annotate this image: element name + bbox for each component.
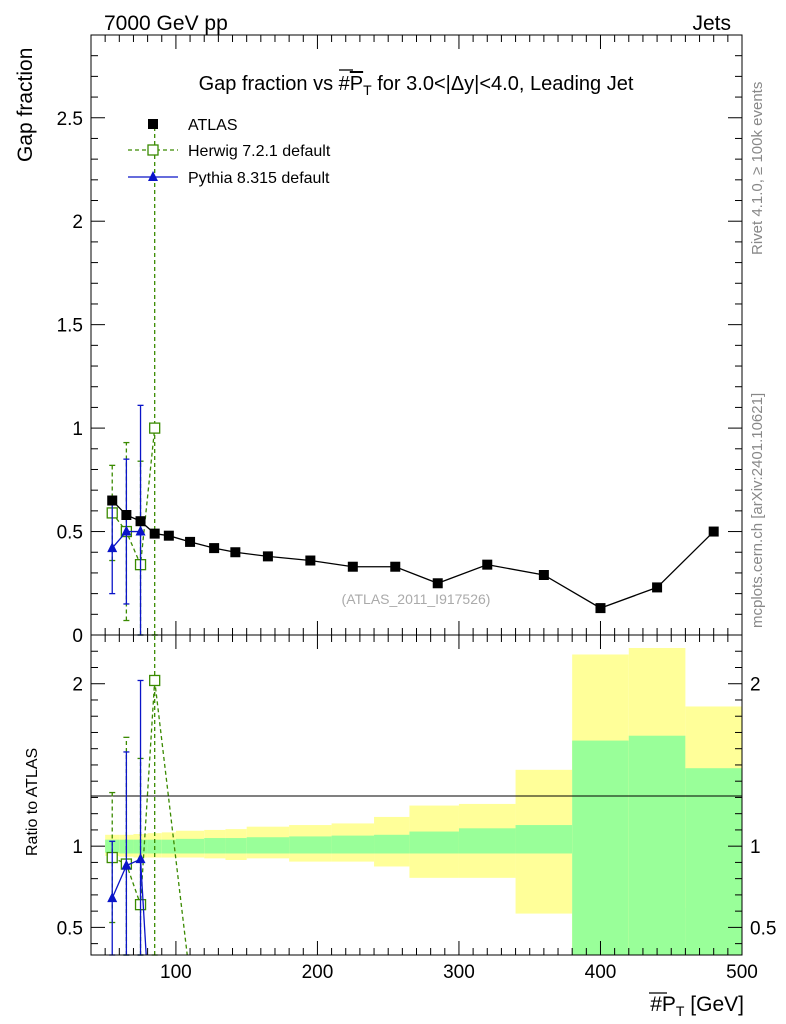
inner-uncertainty-band [374, 834, 410, 854]
ratio-y-tick-label: 0.5 [57, 918, 83, 939]
x-tick-label: 200 [302, 962, 334, 983]
data-point [262, 551, 273, 562]
inner-uncertainty-band [628, 735, 686, 955]
inner-uncertainty-band [289, 836, 332, 854]
inner-uncertainty-band [204, 838, 226, 854]
inner-uncertainty-band [225, 838, 247, 854]
main-watermark: (ATLAS_2011_I917526) [342, 591, 491, 607]
inner-uncertainty-band [458, 828, 516, 854]
ratio-bands [105, 647, 742, 955]
inner-uncertainty-band [161, 839, 176, 854]
xlabel-prefix: # [650, 993, 662, 1016]
ratio-series-line [111, 680, 156, 905]
main-y-tick-labels: 0 0.5 1 1.5 2 2.5 [57, 109, 83, 647]
main-y-axis-label: Gap fraction [14, 48, 37, 162]
series-line [111, 428, 156, 568]
data-point [595, 603, 606, 614]
main-y-tick-label: 2.5 [57, 109, 83, 130]
data-point [538, 570, 549, 580]
data-point [482, 559, 493, 570]
x-tick-label: 500 [726, 962, 758, 983]
ratio-y-tick-label-right: 1 [750, 837, 761, 858]
side-label-bottom: mcplots.cern.ch [arXiv:2401.10621] [749, 393, 766, 628]
data-point [135, 516, 146, 527]
inner-uncertainty-band [572, 740, 629, 955]
legend-herwig-label: Herwig 7.2.1 default [188, 143, 331, 160]
data-point [209, 543, 220, 554]
x-tick-labels: 100 200 300 400 500 [160, 962, 758, 983]
x-tick-label: 300 [443, 962, 475, 983]
main-y-tick-label: 0 [72, 626, 83, 647]
legend-pythia-label: Pythia 8.315 default [188, 170, 330, 187]
main-y-tick-label: 2 [72, 212, 83, 233]
ratio-series-line-extension [139, 859, 147, 956]
inner-uncertainty-band [515, 825, 573, 854]
data-point [163, 530, 174, 541]
inner-uncertainty-band [175, 838, 205, 854]
process-label: Jets [692, 12, 731, 35]
title-suffix: for 3.0<|Δy|<4.0, Leading Jet [372, 73, 634, 95]
legend-herwig-marker [147, 144, 159, 156]
data-point [135, 853, 146, 864]
xlabel-subscript: T [676, 1003, 685, 1019]
herwig-series [106, 127, 161, 636]
data-point [107, 542, 118, 553]
data-point [149, 528, 160, 539]
ratio-y-tick-label-right: 2 [750, 675, 761, 696]
atlas-series [107, 495, 719, 614]
ratio-y-tick-labels: 0.5 0.5 1 1 2 2 [57, 675, 777, 940]
data-point [107, 495, 118, 506]
main-y-tick-label: 1.5 [57, 316, 83, 337]
data-point [305, 555, 316, 566]
data-point [121, 510, 132, 520]
data-point [149, 422, 161, 434]
inner-uncertainty-band [409, 831, 459, 854]
main-title: Gap fraction vs #PT for 3.0<|Δy|<4.0, Le… [199, 73, 634, 98]
ratio-panel-ticks [91, 635, 743, 955]
energy-label: 7000 GeV pp [104, 12, 228, 35]
inner-uncertainty-band [685, 768, 742, 955]
data-point [107, 892, 118, 903]
main-y-tick-label: 1 [72, 419, 83, 440]
x-tick-label: 100 [160, 962, 192, 983]
data-point [432, 578, 443, 589]
title-subscript: T [363, 82, 372, 98]
ratio-y-tick-label-right: 0.5 [750, 918, 776, 939]
side-label-top: Rivet 4.1.0, ≥ 100k events [749, 82, 766, 255]
title-variable: P [350, 73, 363, 95]
data-point [135, 525, 146, 536]
xlabel-suffix: [GeV] [684, 993, 744, 1016]
inner-uncertainty-band [246, 837, 290, 854]
data-point [652, 582, 663, 593]
data-point [390, 561, 401, 572]
data-point [708, 526, 719, 537]
data-point [121, 859, 132, 870]
legend-atlas-marker [148, 119, 158, 129]
legend-pythia-marker [148, 171, 158, 181]
ratio-y-axis-label: Ratio to ATLAS [24, 748, 41, 856]
ratio-y-tick-label: 2 [72, 675, 83, 696]
title-prefix: Gap fraction vs # [199, 73, 351, 95]
inner-uncertainty-band [331, 835, 375, 854]
legend: ATLAS Herwig 7.2.1 default Pythia 8.315 … [128, 117, 331, 187]
ratio-panel: 0.5 0.5 1 1 2 2 100 200 300 400 500 Ratio to ATLA… [24, 634, 777, 1019]
ratio-panel-frame [90, 634, 743, 956]
data-point [121, 525, 132, 536]
legend-atlas-label: ATLAS [188, 117, 238, 134]
x-tick-label: 400 [585, 962, 617, 983]
data-point [185, 536, 196, 547]
herwig-ratio-series [106, 634, 188, 956]
xlabel-variable: P [662, 993, 676, 1016]
data-point [149, 674, 161, 687]
main-panel: 0 0.5 1 1.5 2 2.5 (ATLAS_2011_I917526) Gap fr… [14, 34, 743, 647]
ratio-y-tick-label: 1 [72, 837, 83, 858]
pythia-ratio-series [107, 679, 147, 956]
main-y-tick-label: 0.5 [57, 523, 83, 544]
data-point [347, 561, 358, 572]
ratio-series-line-extension [154, 680, 188, 956]
x-axis-label: #PT [GeV] [650, 993, 744, 1019]
data-point [230, 547, 241, 558]
